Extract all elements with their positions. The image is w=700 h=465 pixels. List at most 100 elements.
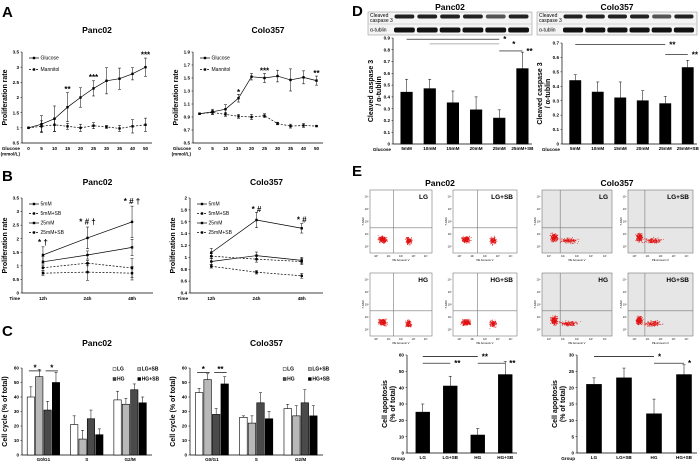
y-tick-label: 1.1 (184, 102, 191, 107)
legend-label: 5mM (209, 202, 220, 208)
legend-swatch (308, 367, 312, 371)
blot-label-line: Cleaved (539, 13, 558, 19)
caspase-band (607, 14, 627, 19)
flow-plot-frame (369, 189, 433, 254)
y-axis-label-line: / α-tublin (376, 76, 383, 106)
y-axis-label-line: Cleaved caspase 3 (368, 60, 375, 122)
bar (203, 379, 212, 456)
tubulin-band (485, 27, 507, 33)
x-tick-label: 10⁴ (424, 254, 428, 258)
panel-label-a: A (2, 4, 13, 21)
data-point (66, 106, 69, 109)
series-25mm-sb: 25mM+SB (197, 230, 304, 279)
caspase-band (440, 14, 460, 19)
x-tick-label: HG (651, 455, 658, 460)
y-axis-label: 7-AAD (444, 217, 448, 225)
data-point (210, 251, 213, 254)
blot-bands (536, 11, 698, 36)
significance-marker: *** (141, 51, 151, 60)
data-point (105, 125, 108, 129)
x-axis-label: PE Annexin V (476, 341, 493, 345)
y-tick-label: 0.3 (384, 106, 391, 111)
x-tick-label: 10² (575, 337, 579, 341)
y-axis-label: Cell apoptosis(% of total) (552, 380, 567, 428)
data-point (130, 246, 134, 249)
x-tick-label: 0 (27, 146, 30, 151)
blot-title-colo357: Colo357 (600, 2, 633, 12)
x-tick-label: 48h (128, 296, 136, 301)
x-tick-label: 40 (130, 146, 136, 151)
x-axis-title: Group (391, 456, 405, 461)
flow-plot: LG+SB 10⁰ 10⁰ 10¹ 10¹ 10² 10² 10³ 10³ 10⁴ 10⁴ PE An… (619, 189, 694, 262)
y-axis-label: Cell cycle (% of total) (2, 376, 9, 446)
flow-plot: HG+SB 10⁰ 10⁰ 10¹ 10¹ 10² 10² 10³ 10³ 10⁴ 10⁴ PE An… (444, 272, 518, 345)
y-tick-label: 20 (399, 418, 405, 423)
y-axis-label-line: Cleaved caspase 3 (537, 62, 544, 124)
y-tick-label: 40 (399, 385, 405, 390)
y-tick-label: 1.3 (184, 89, 191, 94)
scatter-dots (550, 315, 581, 327)
y-tick-label: 10³ (537, 207, 541, 211)
panel-label-d: D (352, 3, 363, 20)
y-tick-label: 10² (448, 303, 452, 307)
bar (681, 67, 694, 145)
x-axis-title-line: Glucose (2, 146, 21, 151)
blot-label-line: caspase 3 (539, 18, 562, 24)
x-tick-label: LG+SB (443, 455, 459, 460)
chart-b2: Colo357 0.4 0.6 0.8 1 1.2 1.4 1.6 1.8 2 Proliferat… (170, 177, 323, 301)
y-tick-label: 10 (182, 438, 188, 443)
bar (113, 399, 122, 456)
significance-marker: ** (482, 353, 489, 362)
bar (247, 422, 257, 456)
series-hg: HG (43, 377, 139, 456)
data-point (302, 124, 305, 127)
y-tick-label: 2.5 (13, 80, 20, 85)
data-point (276, 122, 279, 125)
x-tick-label: 10⁴ (685, 337, 689, 341)
scatter-dots (460, 318, 497, 329)
series-ratio (569, 60, 694, 145)
significance-marker: ** (217, 365, 224, 374)
bar (659, 103, 672, 145)
x-tick-label: 10⁰ (547, 254, 552, 258)
y-tick-label: 0.2 (553, 113, 560, 118)
data-point (250, 75, 253, 78)
y-axis-label: Cleaved caspase 3/ α-tublin (368, 60, 383, 122)
y-tick-label: 10¹ (448, 232, 452, 236)
y-tick-label: 0 (16, 291, 19, 296)
y-tick-label: 10 (399, 434, 405, 439)
y-tick-label: 0.6 (384, 71, 391, 76)
x-tick-label: 10⁴ (603, 254, 607, 258)
y-tick-label: 0.5 (13, 141, 20, 146)
y-tick-label: 10⁰ (537, 328, 542, 332)
x-axis-title-line: Time (9, 296, 20, 301)
flow-plot: HG 10⁰ 10⁰ 10¹ 10¹ 10² 10² 10³ 10³ 10⁴ 10⁴ PE Annex… (533, 272, 613, 345)
y-tick-label: 0.6 (181, 279, 188, 284)
x-axis-title: Glucose (542, 147, 561, 152)
data-point (53, 123, 56, 126)
tubulin-band (508, 27, 529, 33)
significance-marker: * (688, 359, 692, 368)
y-axis-label: 7-AAD (444, 300, 448, 308)
bar (43, 409, 52, 456)
y-tick-label: 20 (182, 424, 188, 429)
x-tick-label: 25 (91, 146, 97, 151)
y-tick-label: 10³ (448, 290, 452, 294)
data-point (105, 79, 108, 83)
series-line (28, 124, 146, 129)
bar (309, 415, 318, 456)
chart-e2: 0 5 10 15 20 25 30 Cell apoptosis(% of total) Gr… (552, 353, 697, 461)
bar (423, 88, 436, 145)
y-tick-label: 10¹ (365, 315, 369, 319)
data-point (255, 218, 258, 222)
western-blot-colo357: Cleaved caspase 3 α-tublin (536, 11, 698, 36)
legend-swatch (282, 377, 287, 381)
y-tick-label: 1.2 (181, 243, 188, 248)
blot-label-caspase: Cleaved caspase 3 (370, 13, 393, 24)
legend-label: 5mM+SB (209, 211, 230, 217)
x-tick-label: 10⁰ (457, 254, 462, 258)
y-tick-label: 30 (399, 402, 405, 407)
data-point (144, 65, 147, 69)
y-axis-label: Proliferation rate (173, 69, 180, 125)
chart-c2: Colo357 0 10 20 30 40 50 60 Cell cycle (% of tot… (170, 338, 330, 462)
